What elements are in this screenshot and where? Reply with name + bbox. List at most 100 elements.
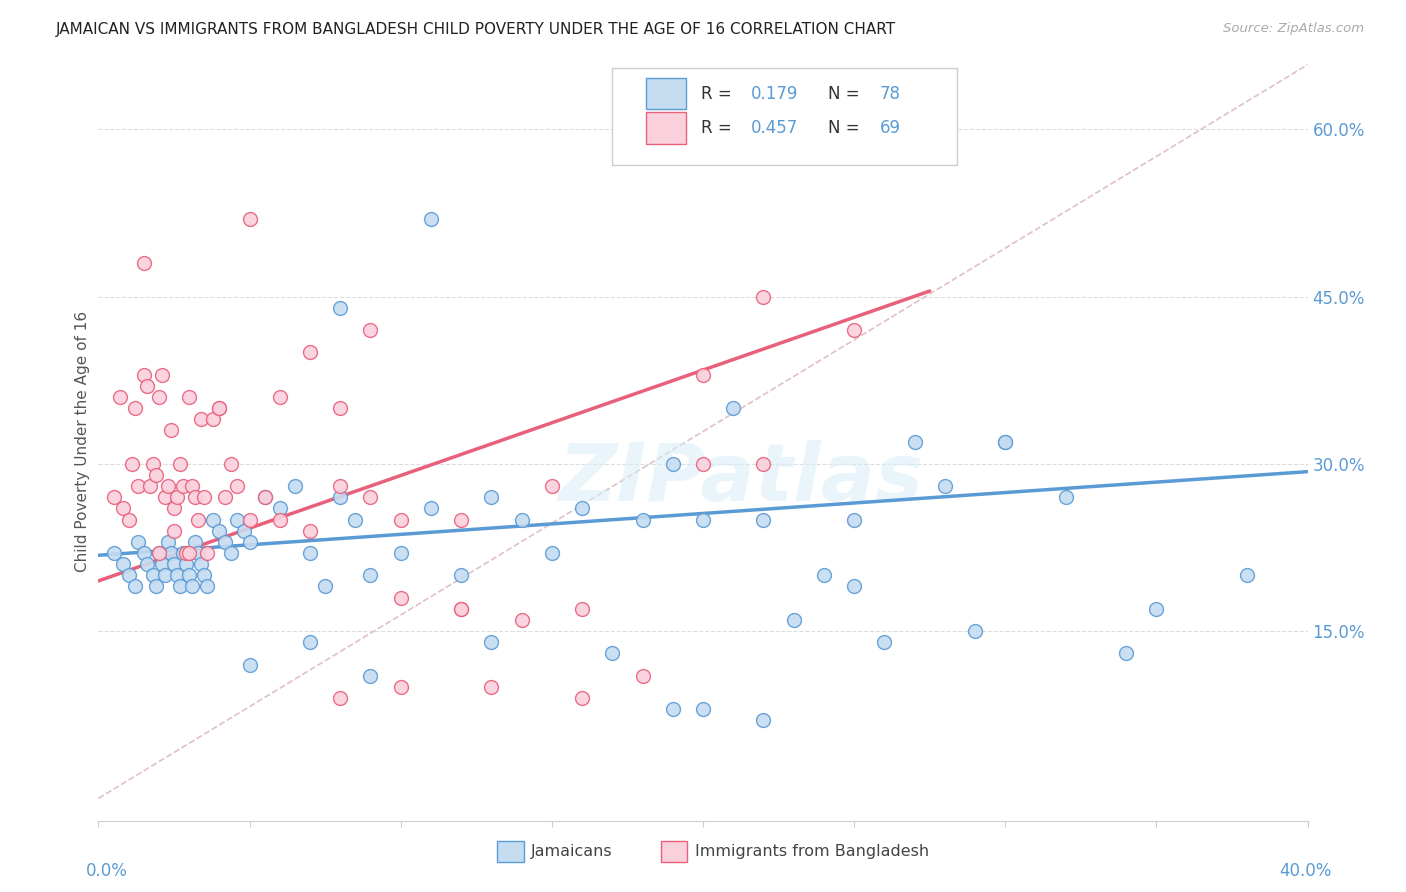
Point — [1054, 491, 1077, 505]
Point — [661, 457, 683, 471]
Point — [195, 580, 218, 594]
Point — [329, 401, 352, 416]
Point — [253, 491, 276, 505]
Point — [692, 702, 714, 716]
Text: 0.457: 0.457 — [751, 119, 799, 136]
Point — [166, 491, 188, 505]
Point — [221, 457, 243, 471]
Point — [752, 714, 775, 728]
Point — [132, 368, 155, 382]
FancyBboxPatch shape — [647, 112, 686, 144]
Point — [226, 512, 249, 526]
Point — [329, 691, 352, 706]
Point — [148, 390, 170, 404]
Point — [148, 546, 170, 560]
Point — [187, 546, 209, 560]
Point — [329, 491, 352, 505]
FancyBboxPatch shape — [647, 78, 686, 110]
Point — [202, 512, 225, 526]
Point — [450, 568, 472, 582]
Point — [481, 491, 503, 505]
Point — [169, 457, 191, 471]
Point — [221, 546, 243, 560]
Point — [169, 580, 191, 594]
Text: JAMAICAN VS IMMIGRANTS FROM BANGLADESH CHILD POVERTY UNDER THE AGE OF 16 CORRELA: JAMAICAN VS IMMIGRANTS FROM BANGLADESH C… — [56, 22, 897, 37]
Point — [172, 479, 194, 493]
Point — [190, 557, 212, 572]
Point — [1115, 646, 1137, 660]
Point — [1144, 602, 1167, 616]
Point — [571, 691, 593, 706]
Text: 0.0%: 0.0% — [86, 863, 128, 880]
Point — [844, 512, 866, 526]
Point — [510, 512, 533, 526]
Point — [181, 580, 204, 594]
Point — [184, 491, 207, 505]
Point — [631, 512, 654, 526]
Point — [179, 568, 201, 582]
Point — [142, 568, 165, 582]
Point — [1236, 568, 1258, 582]
Point — [160, 424, 183, 438]
Text: N =: N = — [828, 85, 865, 103]
Point — [752, 457, 775, 471]
Point — [752, 512, 775, 526]
Point — [269, 501, 291, 516]
Point — [344, 512, 367, 526]
Point — [156, 535, 179, 549]
Text: ZIPatlas: ZIPatlas — [558, 441, 922, 518]
Point — [329, 301, 352, 315]
FancyBboxPatch shape — [498, 841, 524, 863]
Point — [314, 580, 336, 594]
Point — [389, 546, 412, 560]
Point — [329, 479, 352, 493]
Text: R =: R = — [700, 119, 737, 136]
Point — [163, 524, 186, 538]
Point — [145, 468, 167, 483]
Point — [299, 524, 322, 538]
Point — [481, 635, 503, 649]
Text: 40.0%: 40.0% — [1279, 863, 1331, 880]
Point — [420, 501, 443, 516]
Text: Jamaicans: Jamaicans — [531, 844, 613, 859]
Point — [193, 491, 215, 505]
Point — [172, 546, 194, 560]
Text: N =: N = — [828, 119, 865, 136]
Point — [193, 568, 215, 582]
Point — [132, 256, 155, 270]
Point — [111, 501, 134, 516]
Point — [269, 512, 291, 526]
Point — [360, 568, 382, 582]
Point — [239, 657, 262, 672]
Point — [239, 512, 262, 526]
Point — [510, 613, 533, 627]
Point — [631, 669, 654, 683]
Point — [150, 557, 173, 572]
Point — [145, 580, 167, 594]
Point — [253, 491, 276, 505]
Point — [187, 512, 209, 526]
Point — [195, 546, 218, 560]
Point — [723, 401, 745, 416]
Point — [232, 524, 254, 538]
Point — [103, 546, 125, 560]
Text: Immigrants from Bangladesh: Immigrants from Bangladesh — [695, 844, 928, 859]
Point — [661, 702, 683, 716]
Point — [181, 479, 204, 493]
Point — [174, 557, 197, 572]
Point — [127, 535, 149, 549]
Y-axis label: Child Poverty Under the Age of 16: Child Poverty Under the Age of 16 — [75, 311, 90, 572]
Point — [844, 580, 866, 594]
Point — [124, 401, 146, 416]
Point — [153, 491, 176, 505]
Point — [127, 479, 149, 493]
FancyBboxPatch shape — [661, 841, 688, 863]
Point — [540, 479, 562, 493]
Point — [692, 457, 714, 471]
Text: 69: 69 — [880, 119, 900, 136]
Point — [139, 479, 162, 493]
Point — [481, 680, 503, 694]
Point — [239, 535, 262, 549]
Point — [118, 512, 141, 526]
Point — [148, 546, 170, 560]
